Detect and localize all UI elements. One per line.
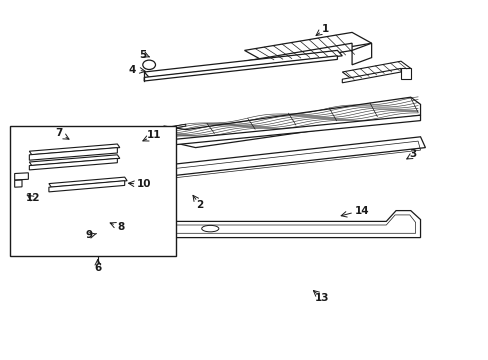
Polygon shape bbox=[29, 158, 117, 170]
Polygon shape bbox=[49, 181, 124, 192]
Polygon shape bbox=[15, 180, 22, 187]
Polygon shape bbox=[29, 148, 117, 160]
Text: 8: 8 bbox=[118, 222, 124, 232]
Polygon shape bbox=[144, 50, 342, 77]
Polygon shape bbox=[400, 68, 410, 79]
Polygon shape bbox=[244, 32, 371, 61]
Polygon shape bbox=[342, 61, 410, 79]
Polygon shape bbox=[342, 68, 400, 83]
Polygon shape bbox=[49, 177, 127, 187]
Bar bbox=[10, 126, 176, 256]
Text: 2: 2 bbox=[196, 200, 203, 210]
Polygon shape bbox=[244, 43, 351, 68]
Text: 14: 14 bbox=[354, 206, 368, 216]
Text: 11: 11 bbox=[146, 130, 161, 140]
Polygon shape bbox=[29, 155, 120, 166]
Text: 7: 7 bbox=[55, 128, 62, 138]
Text: 12: 12 bbox=[26, 193, 41, 203]
Text: 10: 10 bbox=[136, 179, 151, 189]
Text: 6: 6 bbox=[94, 263, 101, 273]
Polygon shape bbox=[159, 211, 420, 238]
Text: 1: 1 bbox=[321, 24, 328, 34]
Polygon shape bbox=[15, 173, 28, 180]
Polygon shape bbox=[163, 115, 420, 146]
Polygon shape bbox=[351, 43, 371, 65]
Polygon shape bbox=[163, 97, 420, 148]
Polygon shape bbox=[29, 144, 120, 155]
Text: 5: 5 bbox=[139, 50, 146, 60]
Text: 4: 4 bbox=[128, 65, 136, 75]
Text: 3: 3 bbox=[409, 149, 416, 159]
Polygon shape bbox=[161, 137, 425, 176]
Polygon shape bbox=[144, 56, 337, 81]
Text: 13: 13 bbox=[314, 293, 328, 303]
Text: 9: 9 bbox=[85, 230, 92, 240]
